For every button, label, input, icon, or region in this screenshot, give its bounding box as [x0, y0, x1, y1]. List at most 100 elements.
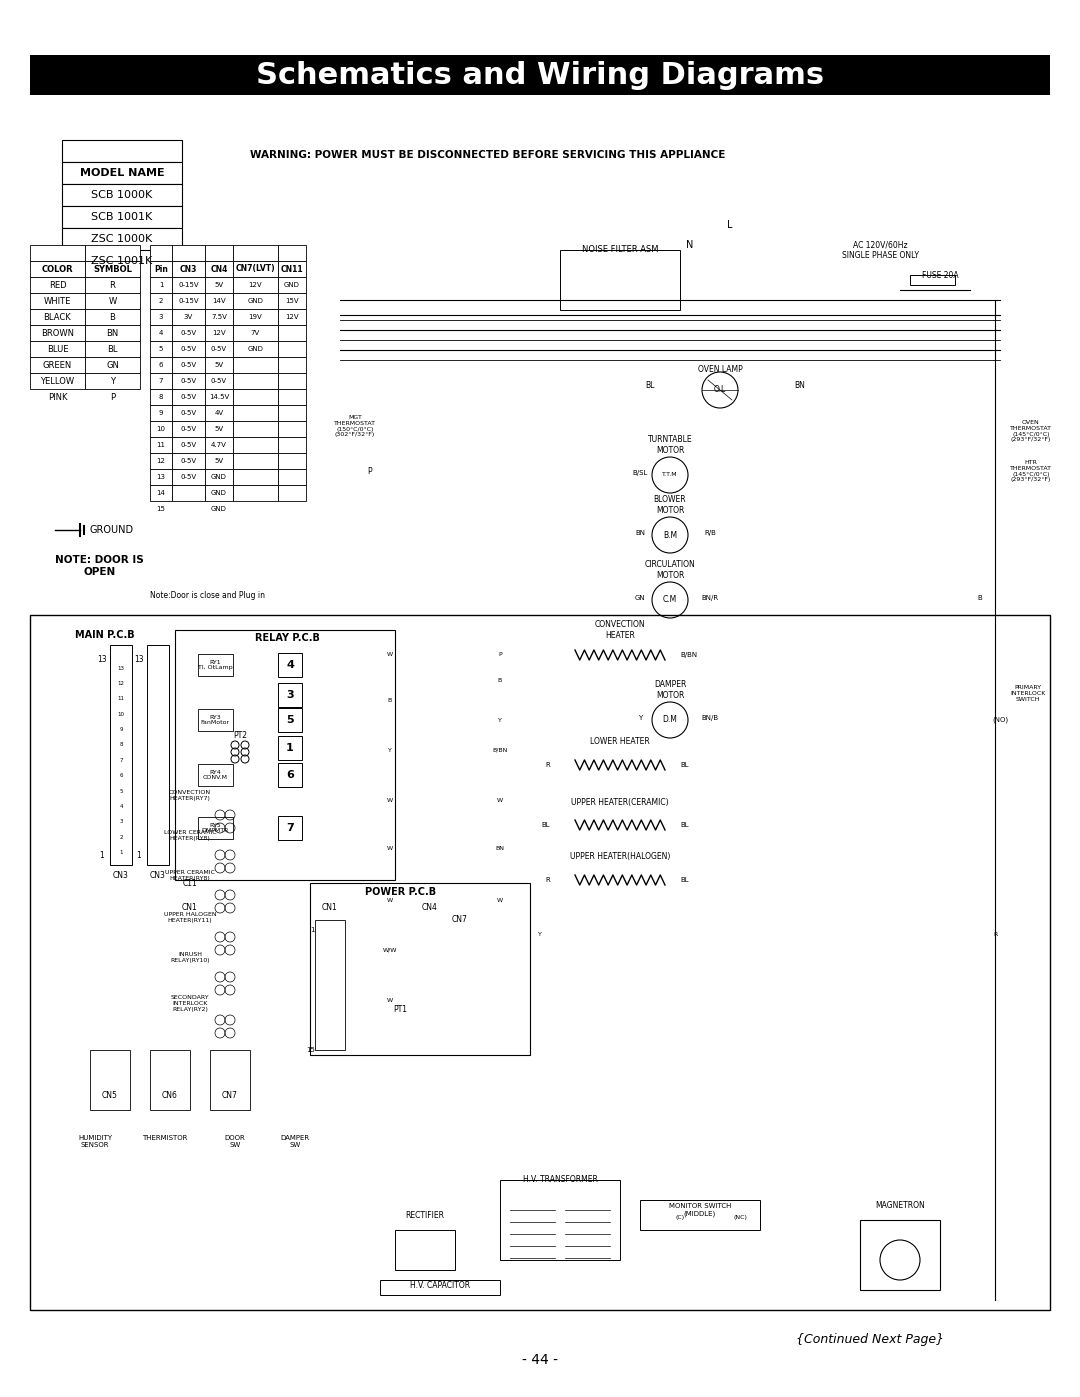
Text: FUSE 20A: FUSE 20A	[921, 271, 958, 279]
Text: LOWER HEATER: LOWER HEATER	[590, 738, 650, 746]
Bar	[172, 309, 205, 326]
Bar	[205, 453, 233, 469]
Text: PT1: PT1	[393, 1006, 407, 1014]
Bar	[205, 405, 233, 420]
Text: P: P	[498, 652, 502, 658]
Bar	[233, 358, 278, 373]
Text: R: R	[545, 877, 550, 883]
Text: GN: GN	[635, 595, 646, 601]
Text: R: R	[545, 761, 550, 768]
Text: 15: 15	[306, 1046, 315, 1053]
Bar	[172, 485, 205, 502]
Text: GROUND: GROUND	[90, 525, 134, 535]
Text: B/BN: B/BN	[680, 652, 697, 658]
Text: 4: 4	[159, 330, 163, 337]
Bar	[500, 1180, 620, 1260]
Text: 6: 6	[159, 362, 163, 367]
Text: 5: 5	[159, 346, 163, 352]
Bar	[233, 469, 278, 485]
Text: ZSC 1001K: ZSC 1001K	[92, 256, 152, 265]
Bar	[172, 261, 205, 277]
Text: 15: 15	[157, 506, 165, 511]
Bar	[205, 469, 233, 485]
Text: 5V: 5V	[215, 458, 224, 464]
Bar	[205, 420, 233, 437]
Bar	[278, 358, 306, 373]
Text: (C): (C)	[675, 1215, 685, 1221]
Text: 15V: 15V	[285, 298, 299, 305]
Bar	[278, 277, 306, 293]
Text: GN: GN	[106, 360, 119, 369]
Text: 9: 9	[119, 726, 123, 732]
Text: 0-15V: 0-15V	[178, 298, 199, 305]
Text: 0-5V: 0-5V	[180, 426, 197, 432]
Bar	[205, 437, 233, 453]
Text: P: P	[110, 393, 116, 401]
Bar	[30, 244, 85, 261]
Text: 7V: 7V	[251, 330, 260, 337]
Text: MAIN P.C.B: MAIN P.C.B	[75, 630, 135, 640]
Bar	[278, 261, 306, 277]
Bar	[30, 373, 85, 388]
Text: 12: 12	[157, 458, 165, 464]
Text: Y: Y	[498, 718, 502, 722]
Text: 13: 13	[134, 655, 144, 665]
Bar	[85, 309, 140, 326]
Text: 14.5V: 14.5V	[208, 394, 229, 400]
Bar	[210, 1051, 249, 1111]
Bar	[198, 654, 232, 676]
Text: BLACK: BLACK	[43, 313, 71, 321]
Text: 13: 13	[97, 655, 107, 665]
Bar	[233, 326, 278, 341]
Bar	[85, 341, 140, 358]
Bar	[150, 293, 172, 309]
Text: Y: Y	[538, 933, 542, 937]
Text: B.M: B.M	[663, 531, 677, 539]
Text: 12V: 12V	[285, 314, 299, 320]
Text: SCB 1000K: SCB 1000K	[92, 190, 152, 200]
Bar	[233, 309, 278, 326]
Bar	[150, 244, 172, 261]
Text: GND: GND	[211, 506, 227, 511]
Bar	[85, 358, 140, 373]
Bar	[278, 683, 302, 707]
Bar	[150, 388, 172, 405]
Bar	[205, 277, 233, 293]
Bar	[150, 373, 172, 388]
Text: OVEN
THERMOSTAT
(145°C/0°C)
(293°F/32°F): OVEN THERMOSTAT (145°C/0°C) (293°F/32°F)	[1010, 420, 1052, 443]
Text: INRUSH
RELAY(RY10): INRUSH RELAY(RY10)	[171, 951, 210, 963]
Bar	[172, 453, 205, 469]
Bar	[30, 54, 1050, 95]
Text: 0-5V: 0-5V	[180, 330, 197, 337]
Bar	[30, 341, 85, 358]
Bar	[85, 244, 140, 261]
Text: MONITOR SWITCH
(MIDDLE): MONITOR SWITCH (MIDDLE)	[669, 1203, 731, 1217]
Text: BN/B: BN/B	[701, 715, 718, 721]
Text: DAMPER
MOTOR: DAMPER MOTOR	[653, 680, 686, 700]
Text: H.V. CAPACITOR: H.V. CAPACITOR	[410, 1281, 470, 1289]
Bar	[233, 277, 278, 293]
Bar	[150, 261, 172, 277]
Text: 12V: 12V	[248, 282, 262, 288]
Bar	[150, 405, 172, 420]
Text: CN5: CN5	[103, 1091, 118, 1099]
Text: 0-5V: 0-5V	[180, 458, 197, 464]
Bar	[150, 453, 172, 469]
Bar	[278, 708, 302, 732]
Bar	[278, 293, 306, 309]
Text: 4: 4	[119, 803, 123, 809]
Bar	[233, 341, 278, 358]
Bar	[172, 469, 205, 485]
Text: (NC): (NC)	[733, 1215, 747, 1221]
Text: W: W	[387, 845, 393, 851]
FancyBboxPatch shape	[62, 140, 183, 162]
Text: BN: BN	[635, 529, 645, 536]
Text: 8: 8	[159, 394, 163, 400]
Bar	[233, 453, 278, 469]
Text: 0-5V: 0-5V	[180, 394, 197, 400]
Text: RECTIFIER: RECTIFIER	[405, 1210, 445, 1220]
Text: YELLOW: YELLOW	[40, 377, 75, 386]
Bar	[278, 405, 306, 420]
Text: 4V: 4V	[215, 409, 224, 416]
Text: MAGNETRON: MAGNETRON	[875, 1200, 924, 1210]
